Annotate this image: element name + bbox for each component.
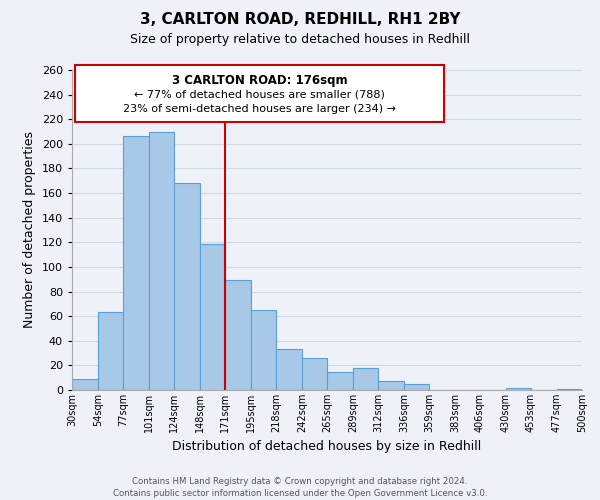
Bar — [200, 244, 225, 390]
Text: 23% of semi-detached houses are larger (234) →: 23% of semi-detached houses are larger (… — [123, 104, 396, 115]
FancyBboxPatch shape — [75, 65, 444, 122]
Bar — [327, 372, 353, 390]
Text: Size of property relative to detached houses in Redhill: Size of property relative to detached ho… — [130, 32, 470, 46]
Text: 3, CARLTON ROAD, REDHILL, RH1 2BY: 3, CARLTON ROAD, REDHILL, RH1 2BY — [140, 12, 460, 28]
Bar — [251, 310, 276, 390]
Bar — [174, 183, 200, 390]
Bar — [225, 280, 251, 390]
X-axis label: Distribution of detached houses by size in Redhill: Distribution of detached houses by size … — [172, 440, 482, 454]
Bar — [72, 379, 98, 390]
Bar — [404, 384, 429, 390]
Bar — [149, 132, 174, 390]
Text: Contains HM Land Registry data © Crown copyright and database right 2024.: Contains HM Land Registry data © Crown c… — [132, 478, 468, 486]
Text: Contains public sector information licensed under the Open Government Licence v3: Contains public sector information licen… — [113, 489, 487, 498]
Bar — [98, 312, 123, 390]
Bar — [506, 388, 531, 390]
Bar — [378, 382, 404, 390]
Text: 3 CARLTON ROAD: 176sqm: 3 CARLTON ROAD: 176sqm — [172, 74, 347, 86]
Y-axis label: Number of detached properties: Number of detached properties — [23, 132, 36, 328]
Text: ← 77% of detached houses are smaller (788): ← 77% of detached houses are smaller (78… — [134, 90, 385, 100]
Bar — [276, 350, 302, 390]
Bar — [123, 136, 149, 390]
Bar — [353, 368, 378, 390]
Bar — [557, 389, 582, 390]
Bar — [302, 358, 327, 390]
